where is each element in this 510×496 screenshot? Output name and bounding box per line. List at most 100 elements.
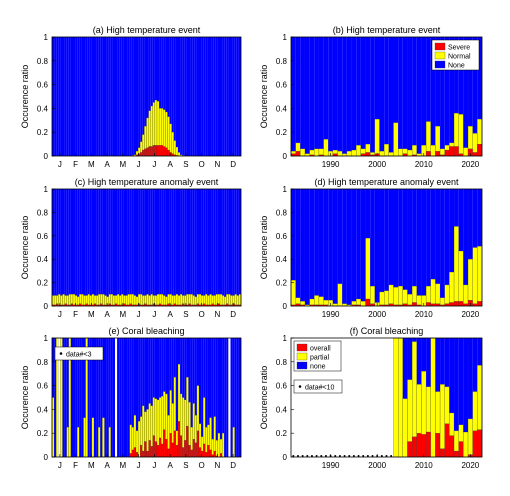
bar-partial — [421, 371, 427, 435]
y-tick-label: 0.4 — [276, 405, 288, 414]
x-tick-label: N — [214, 310, 220, 319]
x-tick-label: M — [88, 310, 95, 319]
y-tick-label: 0.8 — [276, 57, 288, 66]
bar-none — [58, 189, 61, 295]
bar-none — [64, 189, 67, 296]
bar-partial — [449, 412, 455, 436]
bar-none — [220, 189, 223, 295]
y-tick-label: 0.2 — [37, 128, 49, 137]
bar-normal — [439, 148, 445, 155]
x-tick-label: J — [58, 461, 62, 470]
panel-1: 0 0.2 0.4 0.6 0.8 1 Occurence ratio (b) High te… — [259, 25, 483, 169]
bar-partial — [188, 402, 191, 446]
bar-normal — [123, 295, 126, 304]
bar-overall — [458, 441, 464, 458]
bar-none — [165, 338, 168, 394]
bar-none — [449, 338, 455, 413]
bar-none — [435, 189, 441, 284]
bar-overall — [161, 443, 164, 458]
bar-none — [52, 338, 55, 398]
bar-none — [215, 37, 218, 156]
bar-none — [365, 37, 371, 145]
bar-severe — [411, 302, 417, 307]
bar-none — [318, 37, 324, 149]
bar-none — [77, 189, 80, 297]
bar-none — [449, 189, 455, 273]
bar-none — [199, 189, 202, 295]
bar-normal — [430, 278, 436, 304]
bar-severe — [150, 146, 153, 157]
bar-normal — [234, 294, 237, 305]
bar-none — [213, 37, 216, 156]
bar-none — [222, 189, 225, 296]
bar-normal — [173, 295, 177, 304]
bar-none — [152, 37, 155, 103]
bar-none — [211, 37, 214, 156]
bar-partial — [467, 418, 473, 455]
bar-none — [125, 338, 128, 457]
bar-overall — [186, 425, 189, 458]
bar-overall — [453, 450, 459, 458]
bar-normal — [137, 147, 141, 154]
bar-none — [110, 189, 113, 295]
legend-swatch — [296, 361, 308, 370]
panel-title: (c) High temperature anomaly event — [75, 177, 219, 187]
bar-none — [182, 338, 185, 398]
bar-partial — [131, 427, 135, 450]
bar-none — [112, 338, 115, 457]
bar-none — [152, 189, 155, 296]
bar-none — [332, 189, 338, 304]
bar-none — [56, 189, 59, 296]
bar-normal — [148, 295, 151, 305]
bar-normal — [66, 295, 69, 305]
no-data-dot — [315, 455, 318, 457]
bar-none — [169, 37, 172, 124]
bar-normal — [171, 132, 174, 154]
bar-partial — [196, 385, 200, 431]
bar-partial — [108, 427, 111, 458]
bar-none — [215, 189, 218, 295]
bar-partial — [453, 430, 459, 452]
no-data-column — [295, 338, 301, 457]
bar-none — [85, 189, 88, 296]
bar-none — [190, 37, 193, 156]
bar-none — [144, 37, 147, 127]
x-tick-label: J — [137, 160, 141, 169]
bar-normal — [140, 141, 143, 153]
bar-normal — [104, 295, 107, 305]
x-tick-label: 1990 — [322, 310, 340, 319]
y-tick-label: 0.4 — [276, 104, 288, 113]
bar-normal — [407, 149, 413, 157]
bar-none — [192, 37, 195, 156]
y-tick-label: 1 — [283, 33, 288, 42]
no-data-dot — [334, 455, 337, 457]
no-data-dot — [310, 455, 313, 457]
bar-normal — [156, 101, 160, 146]
bar-overall — [407, 441, 413, 458]
no-data-column — [291, 338, 296, 457]
bar-none — [426, 37, 431, 122]
bar-none — [66, 37, 69, 156]
bar-none — [213, 189, 216, 296]
no-data-dot — [390, 455, 393, 457]
bar-none — [232, 189, 235, 296]
bar-partial — [154, 398, 158, 442]
x-tick-label: A — [104, 160, 110, 169]
no-data-column — [365, 338, 371, 457]
legend-swatch — [434, 51, 446, 60]
bar-partial — [98, 427, 101, 458]
bar-normal — [398, 285, 403, 305]
bar-normal — [458, 250, 464, 302]
bar-partial — [142, 405, 145, 452]
bar-normal — [300, 148, 306, 157]
bar-none — [346, 37, 352, 152]
bar-none — [458, 338, 464, 425]
bar-none — [146, 338, 149, 410]
bar-none — [180, 189, 183, 295]
bar-none — [129, 37, 132, 156]
bar-none — [131, 37, 134, 156]
bar-none — [220, 37, 223, 156]
bar-none — [146, 37, 149, 118]
bar-none — [75, 338, 78, 457]
axes-frame — [51, 36, 242, 157]
